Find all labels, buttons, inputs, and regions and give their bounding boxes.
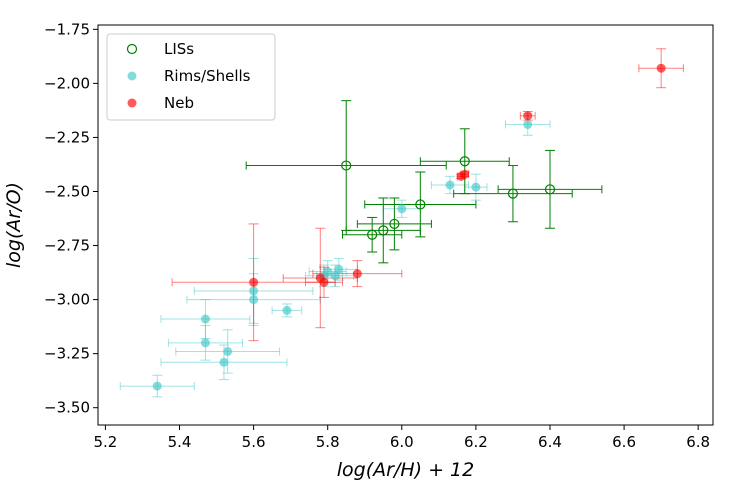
x-tick-label: 5.2	[93, 433, 117, 451]
y-tick-label: −2.50	[44, 182, 90, 200]
error-bar	[345, 197, 421, 264]
data-point	[219, 357, 229, 367]
data-point	[507, 188, 519, 199]
data-point	[460, 169, 470, 179]
data-point	[352, 269, 362, 279]
y-tick-label: −2.75	[44, 237, 90, 255]
error-bar	[245, 100, 447, 231]
legend-label: Neb	[164, 94, 194, 112]
x-axis-ticks: 5.2 5.4 5.6 5.8 6.0 6.2 6.4 6.6 6.8	[93, 425, 710, 451]
legend-marker	[126, 43, 138, 55]
x-tick-label: 5.6	[242, 433, 266, 451]
x-tick-label: 5.8	[316, 433, 340, 451]
data-point	[523, 119, 533, 129]
data-point	[378, 225, 389, 236]
y-tick-label: −2.25	[44, 128, 90, 146]
x-tick-label: 5.4	[168, 433, 192, 451]
data-point	[445, 180, 455, 190]
y-axis-ticks: −1.75 −2.00 −2.25 −2.50 −2.75 −3.00 −3.25 −3.50	[44, 20, 98, 417]
legend-item: Neb	[127, 94, 194, 112]
y-tick-label: −1.75	[44, 20, 90, 38]
data-point	[200, 314, 210, 324]
legend-label: LISs	[164, 40, 194, 58]
legend: LISs Rims/Shells Neb	[106, 33, 276, 121]
data-point	[544, 184, 556, 195]
data-point	[249, 277, 259, 287]
data-point	[459, 156, 470, 167]
error-bar	[364, 171, 477, 238]
data-point	[656, 63, 666, 73]
x-tick-label: 6.2	[464, 433, 488, 451]
plot-area-frame	[97, 24, 714, 426]
data-point	[152, 381, 162, 391]
data-point	[323, 266, 333, 276]
x-tick-label: 6.0	[390, 433, 414, 451]
y-tick-label: −3.50	[44, 399, 90, 417]
legend-item: LISs	[126, 40, 194, 58]
y-tick-label: −3.00	[44, 291, 90, 309]
data-point	[389, 218, 400, 230]
data-point	[249, 286, 259, 296]
data-point	[471, 182, 481, 192]
y-axis-label: log(Ar/O)	[3, 182, 25, 268]
legend-marker	[127, 71, 137, 81]
legend-marker	[127, 98, 137, 108]
data-point	[397, 204, 407, 214]
data-point	[319, 277, 329, 287]
data-point	[282, 305, 292, 315]
error-bar	[342, 216, 403, 253]
data-point	[341, 160, 352, 171]
y-tick-label: −3.25	[44, 345, 90, 363]
error-bar	[419, 128, 510, 195]
data-point	[200, 338, 210, 348]
error-bar	[175, 329, 281, 374]
data-point	[367, 229, 378, 240]
x-tick-label: 6.4	[538, 433, 562, 451]
data-point	[334, 264, 344, 274]
data-point	[415, 199, 426, 210]
data-point	[223, 346, 233, 356]
error-bar	[356, 197, 432, 251]
x-tick-label: 6.6	[612, 433, 636, 451]
legend-box	[106, 33, 276, 121]
legend-item: Rims/Shells	[127, 67, 251, 85]
x-axis-label: log(Ar/H) + 12	[337, 459, 474, 481]
data-points	[152, 63, 666, 391]
x-tick-label: 6.8	[686, 433, 710, 451]
legend-label: Rims/Shells	[164, 67, 251, 85]
y-tick-label: −2.00	[44, 74, 90, 92]
data-point	[523, 111, 533, 121]
data-point	[249, 295, 259, 305]
